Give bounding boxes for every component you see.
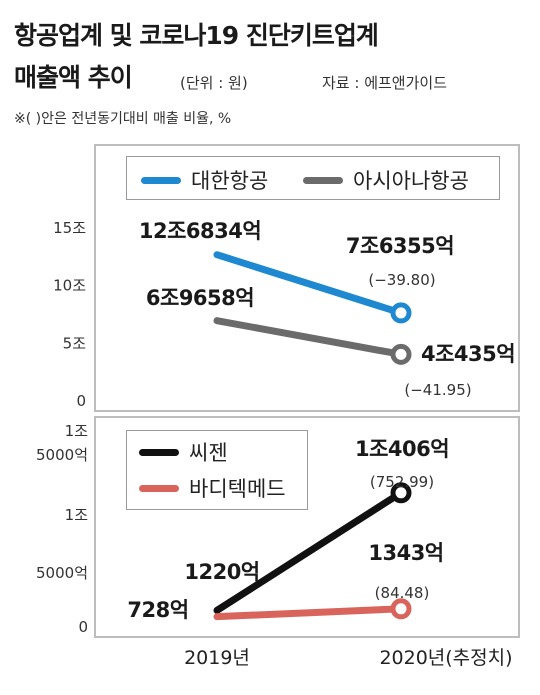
data-label-2020: 7조6355억 <box>346 234 454 258</box>
series-line-0 <box>213 251 405 317</box>
change-label-2020: (−39.80) <box>368 271 435 289</box>
y-tick-label-airline: 10조 <box>53 277 86 295</box>
data-label-2020: 1조406억 <box>355 437 449 461</box>
legend-swatch-asiana <box>303 176 343 184</box>
y-tick-label-diagnostic: 0 <box>78 618 88 636</box>
data-label-2020: 4조435억 <box>421 342 515 366</box>
y-tick-label-diagnostic: 1조 <box>65 422 89 440</box>
legend-item-boditech: 바디텍메드 <box>139 473 286 503</box>
change-label-2020: (752.99) <box>370 473 434 491</box>
data-point-start <box>214 317 220 324</box>
data-label-2019: 1220억 <box>184 560 259 584</box>
data-point-start <box>214 251 220 258</box>
change-label-2020: (84.48) <box>375 584 430 602</box>
legend-swatch-seegene <box>139 448 179 456</box>
legend-swatch-boditech <box>139 484 179 492</box>
data-point-end <box>390 343 412 365</box>
legend-label-boditech: 바디텍메드 <box>189 477 286 501</box>
legend-item-korean-air: 대한항공 <box>141 165 268 195</box>
legend-item-seegene: 씨젠 <box>139 437 228 467</box>
legend-item-asiana: 아시아나항공 <box>303 165 469 195</box>
y-tick-label-diagnostic: 1조 <box>65 506 89 524</box>
change-label-2020: (−41.95) <box>404 381 471 399</box>
legend-label-asiana: 아시아나항공 <box>353 169 469 193</box>
data-point-end <box>390 482 412 504</box>
y-tick-label-airline: 15조 <box>53 219 86 237</box>
data-label-2019: 6조9658억 <box>146 286 254 310</box>
y-tick-label-diagnostic: 5000억 <box>36 446 88 464</box>
data-point-end <box>390 598 412 620</box>
data-label-2019: 12조6834억 <box>139 219 261 243</box>
title-line-1: 항공업계 및 코로나19 진단키트업계 <box>14 21 379 50</box>
legend-label-korean-air: 대한항공 <box>191 169 269 193</box>
legend-swatch-korean-air <box>141 176 181 184</box>
legend-label-seegene: 씨젠 <box>189 441 228 465</box>
data-label-2019: 728억 <box>127 598 188 622</box>
data-point-end <box>390 302 412 324</box>
title-line-2: 매출액 추이 <box>14 63 133 92</box>
series-line-1 <box>213 605 405 621</box>
source-label: 자료 : 에프앤가이드 <box>322 74 447 92</box>
data-point-start <box>214 607 220 614</box>
y-tick-label-diagnostic: 5000억 <box>36 564 88 582</box>
series-line-1 <box>213 317 405 358</box>
y-tick-label-airline: 0 <box>76 392 86 410</box>
y-tick-label-airline: 5조 <box>63 334 87 352</box>
series-line-0 <box>213 489 405 614</box>
data-label-2020: 1343억 <box>368 541 443 565</box>
legend-airline: 대한항공 아시아나항공 <box>126 156 500 200</box>
x-tick-label-2020: 2020년(추정치) <box>379 647 512 669</box>
legend-diagnostic: 씨젠 바디텍메드 <box>126 430 308 510</box>
footnote: ※( )안은 전년동기대비 매출 비율, % <box>14 111 232 127</box>
x-tick-label-2019: 2019년 <box>184 647 250 669</box>
unit-label: (단위 : 원) <box>180 74 248 92</box>
data-point-start <box>214 613 220 620</box>
